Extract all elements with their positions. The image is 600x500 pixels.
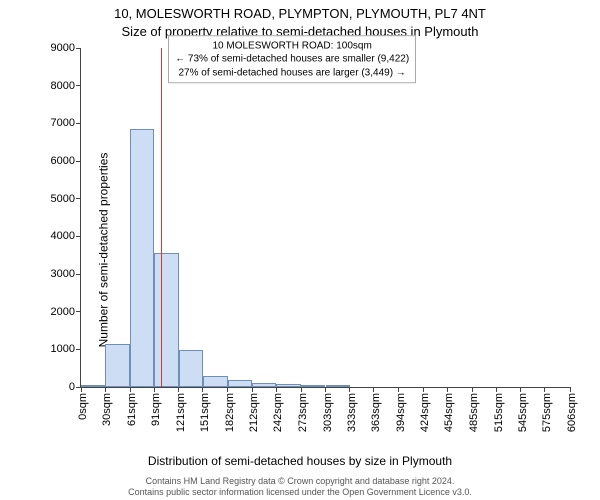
histogram-bar [154, 253, 178, 387]
histogram-bar [326, 385, 350, 387]
x-tick-label: 212sqm [248, 393, 260, 432]
annotation-box: 10 MOLESWORTH ROAD: 100sqm← 73% of semi-… [168, 35, 416, 84]
footer-line1: Contains HM Land Registry data © Crown c… [0, 476, 600, 487]
annotation-line2: ← 73% of semi-detached houses are smalle… [175, 53, 409, 67]
y-tick-mark [76, 311, 81, 312]
x-tick-mark [81, 387, 82, 392]
histogram-bar [276, 384, 301, 387]
histogram-bar [179, 350, 203, 387]
chart-title-line1: 10, MOLESWORTH ROAD, PLYMPTON, PLYMOUTH,… [0, 6, 600, 21]
y-tick-mark [76, 274, 81, 275]
x-tick-label: 121sqm [175, 393, 187, 432]
x-tick-mark [301, 387, 302, 392]
x-tick-label: 485sqm [468, 393, 480, 432]
x-tick-mark [130, 387, 131, 392]
x-tick-mark [154, 387, 155, 392]
x-tick-mark [227, 387, 228, 392]
x-tick-mark [496, 387, 497, 392]
reference-line [161, 48, 162, 387]
x-tick-label: 424sqm [419, 393, 431, 432]
histogram-bar [105, 344, 130, 387]
y-tick-label: 2000 [51, 306, 75, 318]
y-tick-label: 8000 [51, 80, 75, 92]
histogram-bar [301, 385, 325, 387]
x-tick-mark [570, 387, 571, 392]
x-tick-label: 242sqm [272, 393, 284, 432]
x-tick-label: 575sqm [541, 393, 553, 432]
histogram-bar [228, 380, 252, 387]
y-tick-label: 4000 [51, 230, 75, 242]
y-tick-mark [76, 349, 81, 350]
annotation-line3: 27% of semi-detached houses are larger (… [175, 66, 409, 80]
x-tick-label: 273sqm [297, 393, 309, 432]
x-tick-mark [252, 387, 253, 392]
x-tick-mark [276, 387, 277, 392]
histogram-bar [81, 385, 105, 387]
x-tick-label: 0sqm [77, 393, 89, 420]
x-tick-label: 151sqm [199, 393, 211, 432]
x-tick-mark [520, 387, 521, 392]
histogram-bar [252, 383, 276, 387]
y-tick-label: 7000 [51, 117, 75, 129]
y-tick-label: 6000 [51, 155, 75, 167]
y-tick-label: 5000 [51, 193, 75, 205]
x-tick-label: 545sqm [517, 393, 529, 432]
x-tick-mark [423, 387, 424, 392]
x-tick-mark [105, 387, 106, 392]
footer-line2: Contains public sector information licen… [0, 487, 600, 498]
x-tick-mark [544, 387, 545, 392]
x-tick-mark [349, 387, 350, 392]
y-tick-mark [76, 161, 81, 162]
annotation-line1: 10 MOLESWORTH ROAD: 100sqm [175, 39, 409, 53]
y-tick-mark [76, 85, 81, 86]
x-tick-mark [325, 387, 326, 392]
y-tick-label: 0 [69, 381, 75, 393]
x-tick-label: 515sqm [493, 393, 505, 432]
x-tick-label: 182sqm [224, 393, 236, 432]
x-tick-mark [447, 387, 448, 392]
y-tick-label: 9000 [51, 42, 75, 54]
x-tick-label: 303sqm [322, 393, 334, 432]
x-tick-label: 363sqm [370, 393, 382, 432]
x-tick-mark [398, 387, 399, 392]
x-tick-mark [472, 387, 473, 392]
chart-footer: Contains HM Land Registry data © Crown c… [0, 476, 600, 499]
plot-area: 01000200030004000500060007000800090000sq… [80, 48, 570, 388]
y-tick-mark [76, 198, 81, 199]
x-tick-mark [202, 387, 203, 392]
x-tick-label: 30sqm [101, 393, 113, 426]
x-tick-label: 61sqm [126, 393, 138, 426]
x-axis-label: Distribution of semi-detached houses by … [0, 454, 600, 468]
x-tick-mark [373, 387, 374, 392]
x-tick-label: 91sqm [150, 393, 162, 426]
property-size-chart: 10, MOLESWORTH ROAD, PLYMPTON, PLYMOUTH,… [0, 0, 600, 500]
y-tick-label: 1000 [51, 343, 75, 355]
y-tick-mark [76, 123, 81, 124]
histogram-bar [203, 376, 228, 387]
x-tick-label: 454sqm [443, 393, 455, 432]
y-tick-mark [76, 48, 81, 49]
x-tick-label: 606sqm [566, 393, 578, 432]
x-tick-label: 333sqm [346, 393, 358, 432]
x-tick-label: 394sqm [395, 393, 407, 432]
y-tick-mark [76, 236, 81, 237]
x-tick-mark [178, 387, 179, 392]
y-tick-label: 3000 [51, 268, 75, 280]
histogram-bar [130, 129, 154, 387]
